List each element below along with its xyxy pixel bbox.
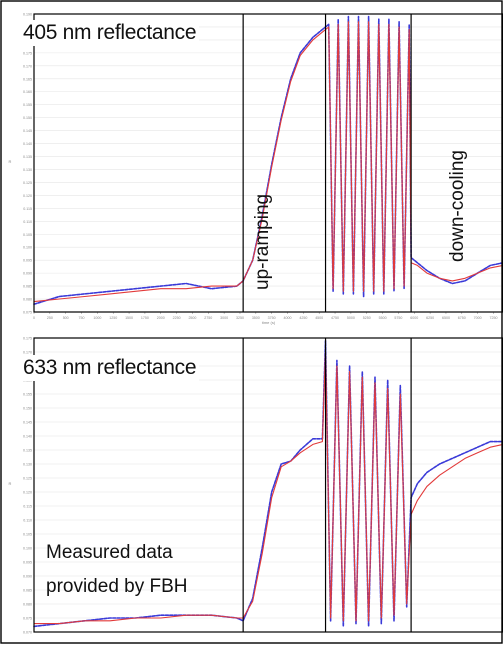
phase-label-down-cooling: down-cooling bbox=[447, 150, 468, 262]
panel-title-633nm: 633 nm reflectance bbox=[20, 355, 200, 381]
panel-2-series-fit bbox=[33, 351, 503, 625]
panel-1-y-tick-label: 0.140 bbox=[23, 142, 32, 146]
panel-1-x-tick-label: 4000 bbox=[284, 316, 292, 320]
panel-1-x-tick-label: 1250 bbox=[109, 316, 117, 320]
panel-1-y-tick-label: 0.165 bbox=[23, 77, 32, 81]
panel-2-y-tick-label: 0.150 bbox=[23, 407, 32, 411]
panel-1-x-tick-label: 3250 bbox=[236, 316, 244, 320]
panel-1-x-tick-label: 4750 bbox=[331, 316, 339, 320]
panel-1-x-tick-label: 6750 bbox=[458, 316, 466, 320]
panel-2-y-tick-label: 0.175 bbox=[23, 337, 32, 341]
panel-1-y-tick-label: 0.075 bbox=[23, 311, 32, 315]
panel-1-y-tick-label: 0.170 bbox=[23, 64, 32, 68]
panel-2-y-tick-label: 0.110 bbox=[23, 519, 32, 523]
panel-2-y-tick-label: 0.070 bbox=[23, 631, 32, 635]
panel-2-y-tick-label: 0.095 bbox=[23, 561, 32, 565]
panel-2-y-tick-label: 0.105 bbox=[23, 533, 32, 537]
panel-1-x-tick-label: 2500 bbox=[188, 316, 196, 320]
panel-1-y-axis-label: R bbox=[9, 159, 12, 164]
panel-1-y-tick-label: 0.190 bbox=[23, 13, 32, 17]
panel-1-x-tick-label: 5750 bbox=[394, 316, 402, 320]
panel-2-y-tick-label: 0.125 bbox=[23, 477, 32, 481]
panel-2-y-tick-label: 0.155 bbox=[23, 393, 32, 397]
panel-1-y-tick-label: 0.105 bbox=[23, 233, 32, 237]
panel-1-y-tick-label: 0.145 bbox=[23, 129, 32, 133]
panel-2-y-tick-label: 0.115 bbox=[23, 505, 32, 509]
panel-2-y-tick-label: 0.080 bbox=[23, 603, 32, 607]
panel-1-x-tick-label: 4500 bbox=[315, 316, 323, 320]
panel-1-x-tick-label: 5000 bbox=[347, 316, 355, 320]
panel-1-y-tick-label: 0.115 bbox=[23, 207, 32, 211]
panel-1-x-tick-label: 5500 bbox=[379, 316, 387, 320]
panel-1-x-tick-label: 750 bbox=[79, 316, 85, 320]
panel-1-y-tick-label: 0.155 bbox=[23, 103, 32, 107]
panel-1-y-tick-label: 0.110 bbox=[23, 220, 32, 224]
panel-2-y-tick-label: 0.100 bbox=[23, 547, 32, 551]
panel-1-x-tick-label: 4250 bbox=[299, 316, 307, 320]
panel-1-x-tick-label: 3500 bbox=[252, 316, 260, 320]
panel-2-y-tick-label: 0.170 bbox=[23, 351, 32, 355]
panel-1-x-tick-label: 3750 bbox=[268, 316, 276, 320]
panel-1-y-tick-label: 0.130 bbox=[23, 168, 32, 172]
caption-line-1: Measured data bbox=[46, 542, 173, 563]
phase-label-up-ramping: up-ramping bbox=[252, 193, 273, 290]
panel-1-y-tick-label: 0.135 bbox=[23, 155, 32, 159]
panel-1-x-axis-label: time (s) bbox=[262, 320, 276, 325]
panel-1-x-tick-label: 250 bbox=[47, 316, 53, 320]
panel-1-x-tick-label: 5250 bbox=[363, 316, 371, 320]
panel-1-x-tick-label: 0 bbox=[33, 316, 35, 320]
panel-1-y-tick-label: 0.175 bbox=[23, 51, 32, 55]
panel-2-y-axis-label: R bbox=[9, 481, 12, 486]
panel-1-y-tick-label: 0.080 bbox=[23, 298, 32, 302]
panel-1-x-tick-label: 1000 bbox=[93, 316, 101, 320]
panel-1-y-tick-label: 0.160 bbox=[23, 90, 32, 94]
panel-2-y-tick-label: 0.140 bbox=[23, 435, 32, 439]
panel-1-x-tick-label: 6250 bbox=[426, 316, 434, 320]
panel-1-x-tick-label: 500 bbox=[63, 316, 69, 320]
panel-2-y-tick-label: 0.130 bbox=[23, 463, 32, 467]
panel-2-y-tick-label: 0.120 bbox=[23, 491, 32, 495]
panel-1-y-tick-label: 0.125 bbox=[23, 181, 32, 185]
panel-1-frame bbox=[33, 13, 503, 313]
panel-1-x-tick-label: 6500 bbox=[442, 316, 450, 320]
panel-2-y-tick-label: 0.145 bbox=[23, 421, 32, 425]
panel-1-y-tick-label: 0.085 bbox=[23, 285, 32, 289]
panel-2-y-tick-label: 0.135 bbox=[23, 449, 32, 453]
panel-1-y-tick-label: 0.100 bbox=[23, 246, 32, 250]
panel-2-y-tick-label: 0.090 bbox=[23, 575, 32, 579]
panel-2-y-tick-label: 0.075 bbox=[23, 617, 32, 621]
panel-1-x-tick-label: 2250 bbox=[173, 316, 181, 320]
panel-2-y-tick-label: 0.085 bbox=[23, 589, 32, 593]
panel-1-x-tick-label: 3000 bbox=[220, 316, 228, 320]
panel-1-x-tick-label: 7000 bbox=[474, 316, 482, 320]
panel-1-y-tick-label: 0.120 bbox=[23, 194, 32, 198]
caption-line-2: provided by FBH bbox=[46, 576, 188, 597]
panel-title-405nm: 405 nm reflectance bbox=[20, 20, 200, 46]
panel-1-x-tick-label: 7250 bbox=[489, 316, 497, 320]
panel-1-x-tick-label: 2750 bbox=[204, 316, 212, 320]
panel-1-y-tick-label: 0.150 bbox=[23, 116, 32, 120]
panel-1-x-tick-label: 2000 bbox=[157, 316, 165, 320]
panel-2-frame bbox=[33, 337, 503, 633]
panel-1-series-fit bbox=[33, 21, 503, 303]
panel-1-x-tick-label: 1500 bbox=[125, 316, 133, 320]
panel-1-y-tick-label: 0.095 bbox=[23, 259, 32, 263]
panel-1-x-tick-label: 6000 bbox=[410, 316, 418, 320]
panel-1-x-tick-label: 1750 bbox=[141, 316, 149, 320]
panel-1-y-tick-label: 0.090 bbox=[23, 272, 32, 276]
